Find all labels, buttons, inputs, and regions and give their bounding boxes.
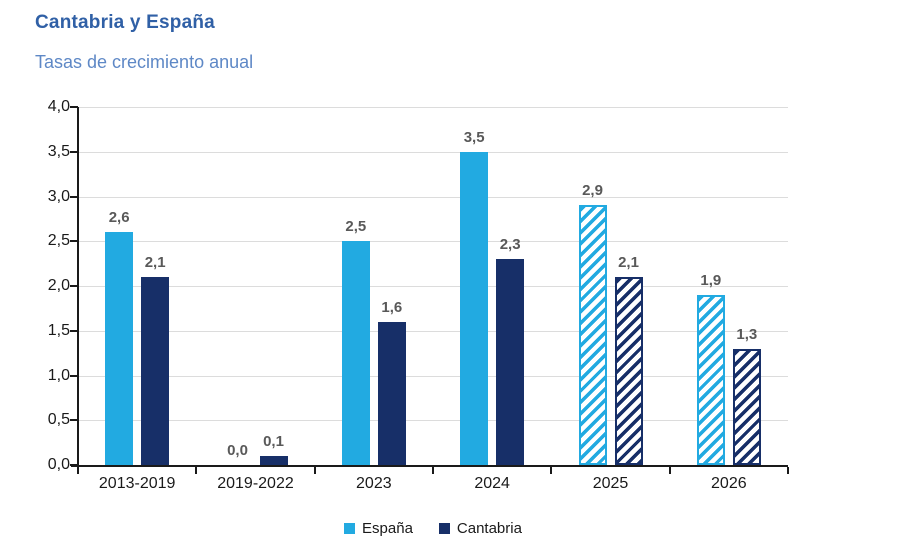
x-tick xyxy=(668,467,671,474)
x-tick-label: 2026 xyxy=(711,475,747,492)
legend-label-cantabria: Cantabria xyxy=(456,520,522,537)
x-tick xyxy=(550,467,553,474)
cantabria-swatch-icon xyxy=(438,523,450,534)
bar xyxy=(341,241,370,465)
gridline xyxy=(78,330,788,332)
y-tick xyxy=(70,240,78,243)
x-tick xyxy=(432,467,434,474)
gridline xyxy=(78,241,788,243)
y-tick-label: 1,0 xyxy=(47,366,70,384)
x-tick-label: 2025 xyxy=(592,475,629,492)
bar-value-label: 1,6 xyxy=(381,298,403,316)
plot-area: 0,0 0,5 1,0 1,5 2,0 2,5 3,0 3,5 4,0 2013-2019 201… xyxy=(48,98,789,492)
bar-value-label: 3,5 xyxy=(463,128,485,146)
legend-label-espana: España xyxy=(362,520,413,537)
bar-value-label: 2,1 xyxy=(618,254,639,272)
y-tick-label: 0,5 xyxy=(47,411,70,429)
y-tick-label: 4,0 xyxy=(47,98,70,115)
chart-title: Cantabria y España xyxy=(35,12,215,33)
y-tick xyxy=(70,195,78,198)
gridline xyxy=(78,196,788,198)
legend-item-cantabria: Cantabria xyxy=(438,520,522,537)
x-tick-label: 2023 xyxy=(356,475,392,492)
gridline xyxy=(78,151,788,153)
gridline xyxy=(78,107,788,108)
y-tick xyxy=(70,329,78,332)
x-tick xyxy=(787,467,789,474)
espana-swatch-icon xyxy=(344,523,356,534)
bar xyxy=(696,294,725,465)
bar xyxy=(460,151,489,465)
y-tick xyxy=(70,419,78,422)
bar-value-label: 2,1 xyxy=(144,254,166,272)
y-tick-label: 0,0 xyxy=(47,456,70,473)
bar xyxy=(377,321,406,465)
bar-value-label: 2,3 xyxy=(499,236,521,254)
bar-value-label: 2,9 xyxy=(582,182,603,200)
y-tick-label: 2,5 xyxy=(47,232,70,250)
bar xyxy=(496,259,525,465)
y-tick-label: 1,5 xyxy=(47,321,70,339)
gridline xyxy=(78,286,788,287)
y-tick-label: 3,0 xyxy=(47,187,70,205)
y-axis-line xyxy=(77,107,79,465)
bar-value-label: 2,6 xyxy=(108,209,130,227)
y-tick-label: 2,0 xyxy=(47,277,70,294)
x-tick-label: 2024 xyxy=(474,475,510,492)
bar-value-label: 2,5 xyxy=(345,218,367,236)
x-tick xyxy=(77,467,79,474)
y-tick xyxy=(70,106,78,108)
x-tick-label: 2013-2019 xyxy=(98,475,176,492)
y-tick xyxy=(70,285,78,287)
y-tick-label: 3,5 xyxy=(47,142,70,160)
x-tick xyxy=(313,467,316,474)
bar-value-label: 1,9 xyxy=(700,271,722,289)
legend: España Cantabria xyxy=(78,520,788,537)
gridline xyxy=(78,420,788,422)
x-tick xyxy=(195,467,198,474)
bar xyxy=(732,348,761,465)
gridline xyxy=(78,375,788,377)
legend-item-espana: España xyxy=(344,520,413,537)
bar xyxy=(614,277,643,465)
bar xyxy=(578,205,607,465)
bar-value-label: 0,1 xyxy=(263,433,284,451)
bar xyxy=(259,456,288,465)
y-tick xyxy=(70,150,78,153)
bar-value-label: 0,0 xyxy=(227,442,248,459)
x-tick-label: 2019-2022 xyxy=(217,475,294,492)
y-tick xyxy=(70,374,78,377)
bar-value-label: 1,3 xyxy=(736,325,758,343)
x-axis-line xyxy=(71,465,788,467)
bar xyxy=(141,277,170,465)
bar xyxy=(105,232,134,465)
chart-subtitle: Tasas de crecimiento anual xyxy=(35,52,254,72)
